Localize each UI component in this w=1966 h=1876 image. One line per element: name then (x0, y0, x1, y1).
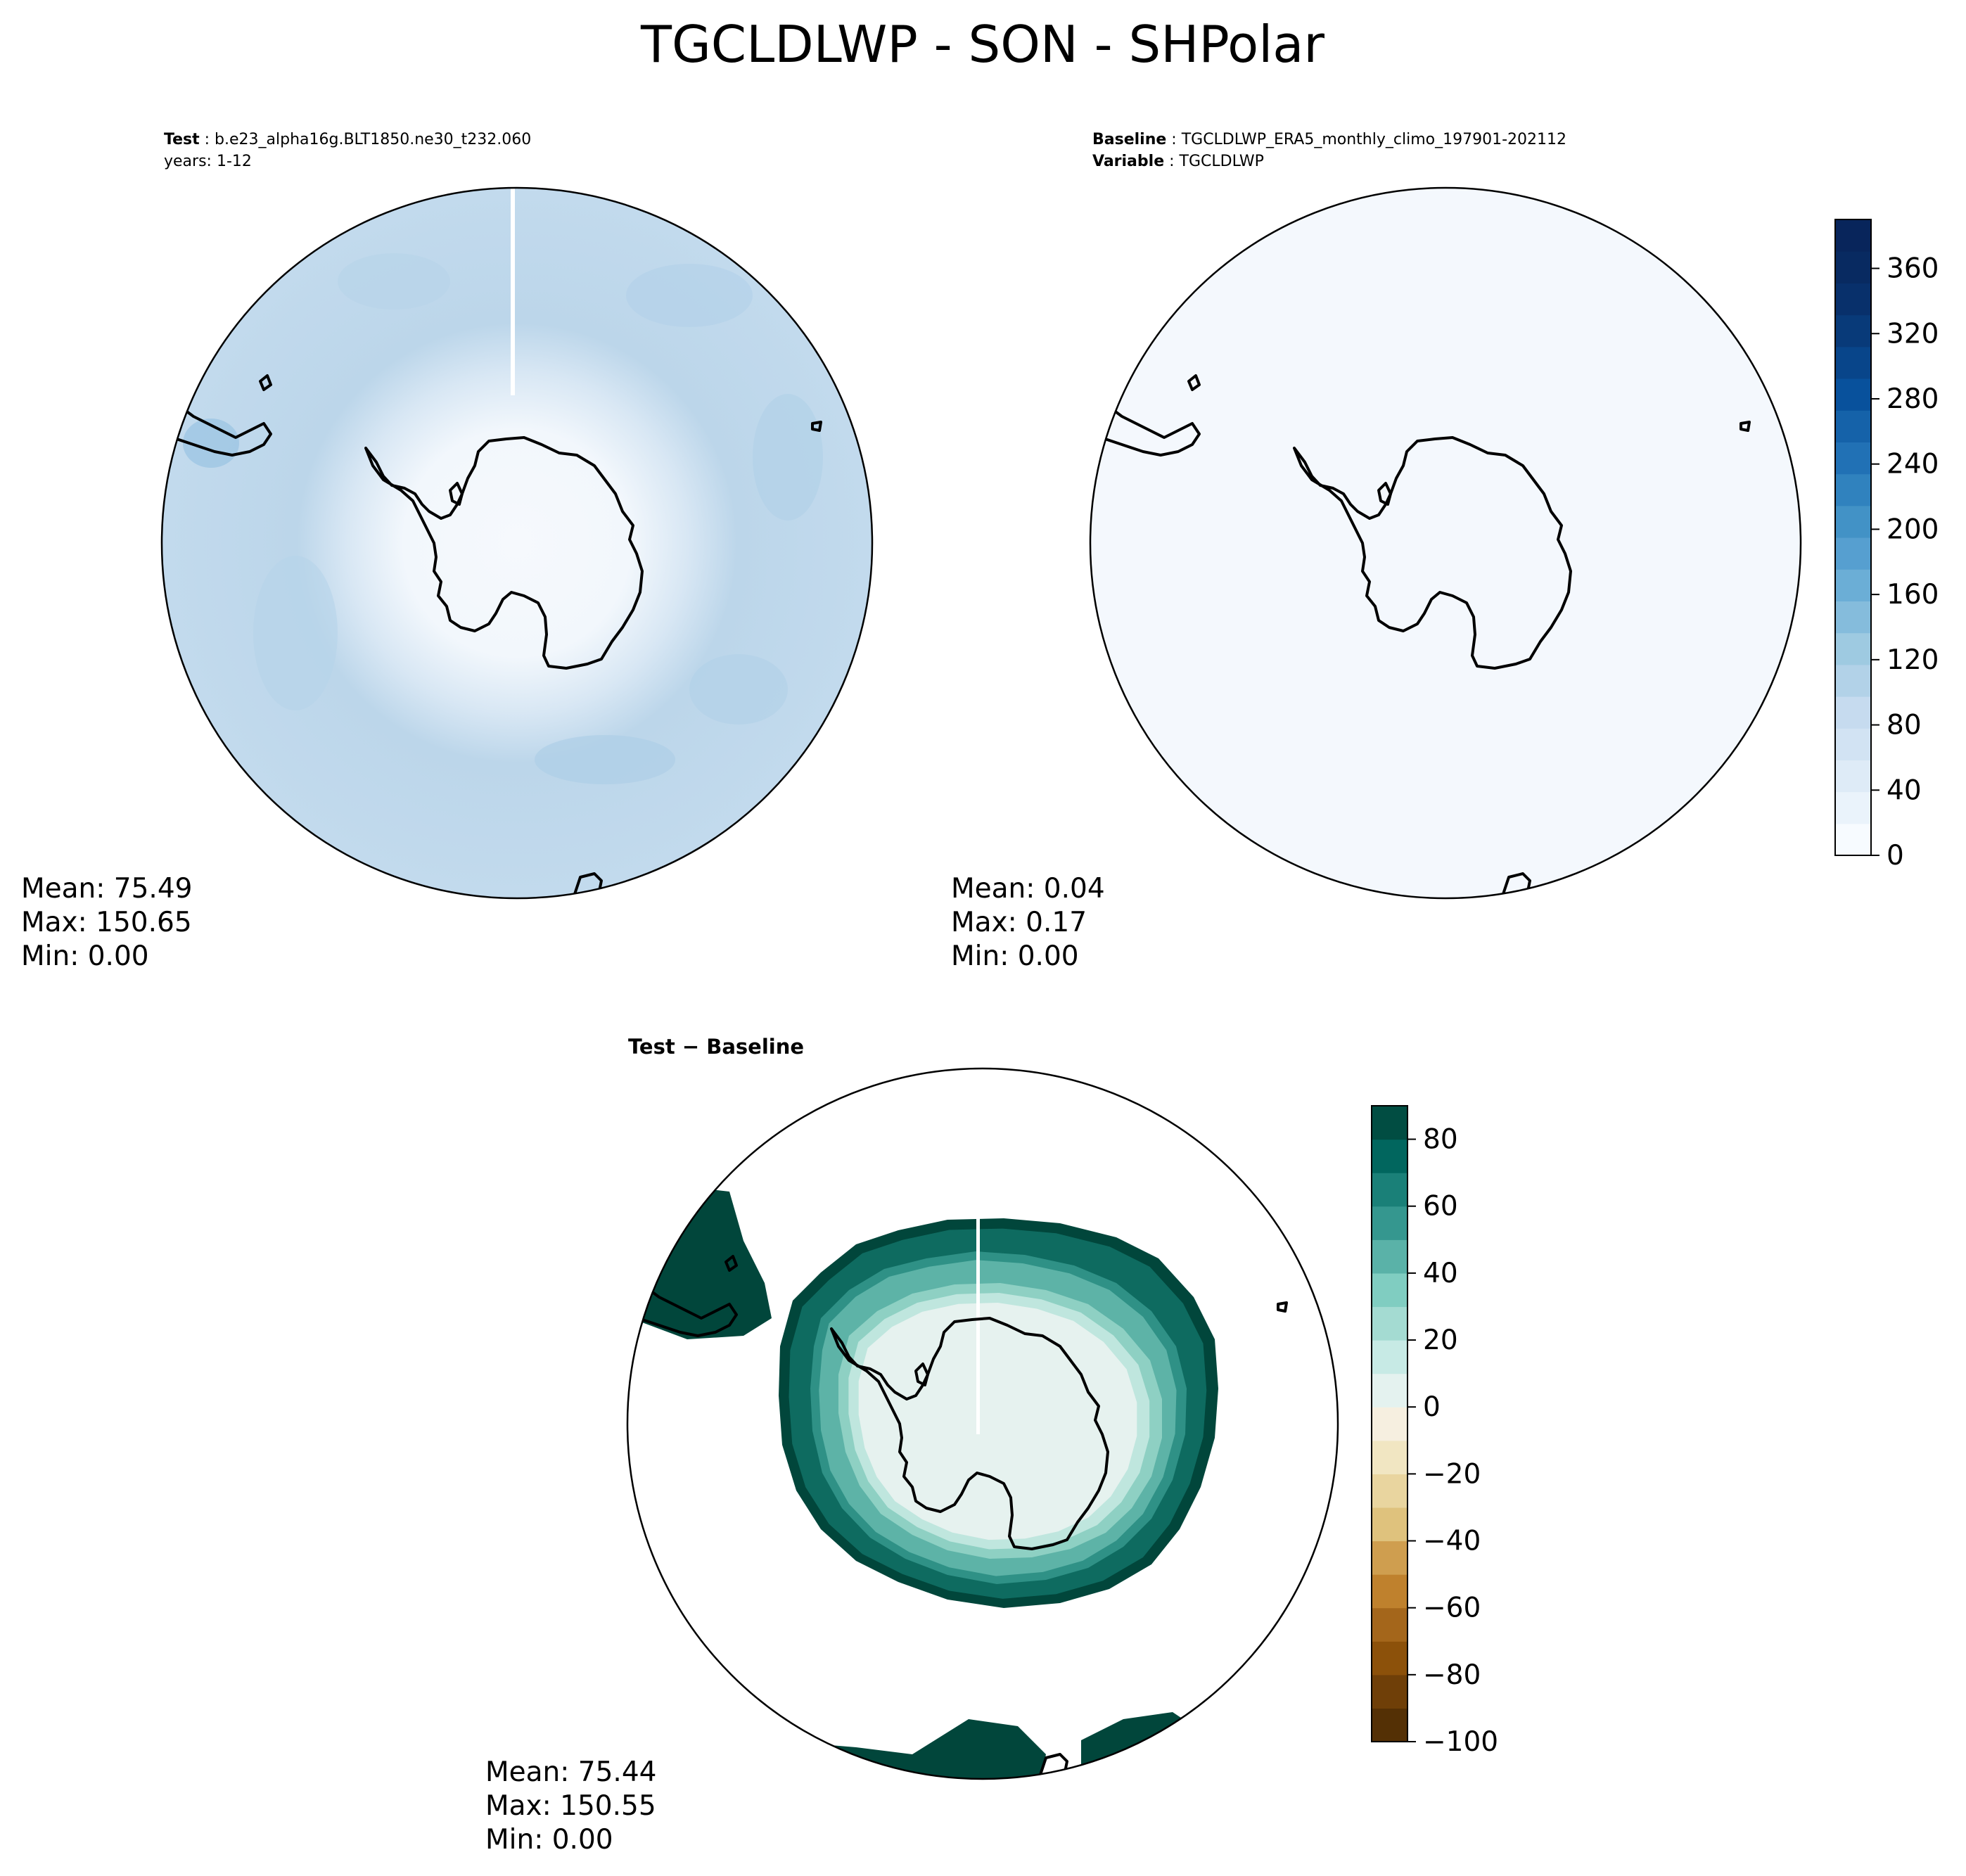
colorbar-segment (1372, 1641, 1408, 1676)
colorbar-frame (1834, 219, 1872, 856)
colorbar-segment (1372, 1574, 1408, 1609)
test-map-border (160, 186, 874, 900)
test-max: Max: 150.65 (21, 907, 192, 938)
colorbar-segment (1372, 1206, 1408, 1240)
colorbar-segment (1835, 601, 1871, 634)
colorbar-segment (1372, 1674, 1408, 1709)
colorbar-frame (1371, 1105, 1408, 1742)
colorbar-segment (1372, 1272, 1408, 1308)
colorbar-difference: −100 −80 −60 −40 −20 0 20 40 60 80 (1371, 1105, 1498, 1758)
colorbar-tick-label: 200 (1887, 513, 1939, 545)
colorbar-segment (1372, 1139, 1408, 1173)
test-label: Test : b.e23_alpha16g.BLT1850.ne30_t232.… (164, 131, 531, 148)
colorbar-tick-label: 280 (1887, 383, 1939, 415)
colorbar-tick-label: 120 (1887, 644, 1939, 676)
colorbar-segment (1372, 1474, 1408, 1508)
colorbar-segment (1372, 1407, 1408, 1441)
colorbar-segment (1835, 219, 1871, 252)
test-years: years: 1-12 (164, 153, 252, 170)
colorbar-tick-label: −100 (1423, 1726, 1498, 1758)
baseline-max: Max: 0.17 (951, 907, 1087, 938)
baseline-map-border (1089, 186, 1802, 900)
colorbar-segment (1372, 1507, 1408, 1542)
colorbar-segment (1372, 1440, 1408, 1474)
baseline-variable: Variable : TGCLDLWP (1092, 153, 1264, 170)
colorbar-segment (1835, 442, 1871, 475)
colorbar-tick-label: 40 (1887, 774, 1922, 806)
colorbar-segment (1835, 791, 1871, 824)
colorbar-tick-label: 80 (1423, 1124, 1458, 1156)
difference-map (627, 1068, 1338, 1779)
colorbar-tick-label: 0 (1423, 1391, 1441, 1423)
colorbar-segment (1372, 1373, 1408, 1408)
difference-min: Min: 0.00 (485, 1824, 613, 1856)
colorbar-tick-label: −80 (1423, 1659, 1481, 1691)
test-mean: Mean: 75.49 (21, 873, 192, 905)
colorbar-segment (1835, 505, 1871, 538)
colorbar-segment (1835, 251, 1871, 283)
colorbar-segment (1835, 569, 1871, 601)
baseline-panel: Baseline : TGCLDLWP_ERA5_monthly_climo_1… (951, 131, 1802, 972)
colorbar-segment (1835, 378, 1871, 411)
colorbar-segment (1372, 1607, 1408, 1642)
colorbar-tick-label: 20 (1423, 1325, 1458, 1356)
colorbar-tick-label: 360 (1887, 253, 1939, 285)
figure-title: TGCLDLWP - SON - SHPolar (640, 15, 1325, 74)
colorbar-segment (1372, 1708, 1408, 1742)
difference-title: Test − Baseline (628, 1035, 804, 1059)
colorbar-segment (1835, 410, 1871, 442)
colorbar-tick-label: −40 (1423, 1526, 1481, 1557)
colorbar-tick-label: −20 (1423, 1458, 1481, 1490)
colorbar-segment (1372, 1340, 1408, 1374)
colorbar-segment (1835, 346, 1871, 379)
difference-panel: Test − Baseline (485, 1035, 1339, 1856)
colorbar-tick-label: 40 (1423, 1258, 1458, 1289)
colorbar-tick-label: 160 (1887, 579, 1939, 611)
colorbar-segment (1835, 760, 1871, 793)
colorbar-segment (1372, 1106, 1408, 1140)
colorbar-tick-label: 60 (1423, 1191, 1458, 1223)
colorbar-segment (1372, 1540, 1408, 1575)
colorbar-tick-label: 320 (1887, 318, 1939, 350)
colorbar-tick-label: 80 (1887, 710, 1922, 741)
difference-max: Max: 150.55 (485, 1790, 656, 1822)
colorbar-segment (1372, 1239, 1408, 1274)
colorbar-segment (1835, 696, 1871, 729)
colorbar-segment (1372, 1173, 1408, 1207)
colorbar-segment (1835, 728, 1871, 760)
colorbar-segment (1835, 537, 1871, 570)
colorbar-tick-label: 240 (1887, 449, 1939, 480)
test-panel: Test : b.e23_alpha16g.BLT1850.ne30_t232.… (21, 131, 874, 972)
colorbar-segment (1835, 823, 1871, 856)
difference-mean: Mean: 75.44 (485, 1756, 656, 1788)
colorbar-segment (1835, 664, 1871, 697)
baseline-mean: Mean: 0.04 (951, 873, 1105, 905)
colorbar-tick-label: −60 (1423, 1593, 1481, 1624)
baseline-map (1090, 188, 1801, 898)
colorbar-segment (1835, 473, 1871, 506)
colorbar-segment (1372, 1306, 1408, 1341)
test-map (162, 188, 872, 898)
colorbar-segment (1835, 314, 1871, 347)
colorbar-tick-label: 0 (1887, 840, 1904, 872)
test-min: Min: 0.00 (21, 940, 149, 972)
difference-map-border (626, 1067, 1339, 1780)
colorbar-segment (1835, 632, 1871, 665)
colorbar-test-baseline: 0 40 80 120 160 200 240 280 320 360 (1834, 219, 1939, 872)
baseline-label: Baseline : TGCLDLWP_ERA5_monthly_climo_1… (1092, 131, 1566, 148)
baseline-min: Min: 0.00 (951, 940, 1079, 972)
colorbar-segment (1835, 283, 1871, 316)
